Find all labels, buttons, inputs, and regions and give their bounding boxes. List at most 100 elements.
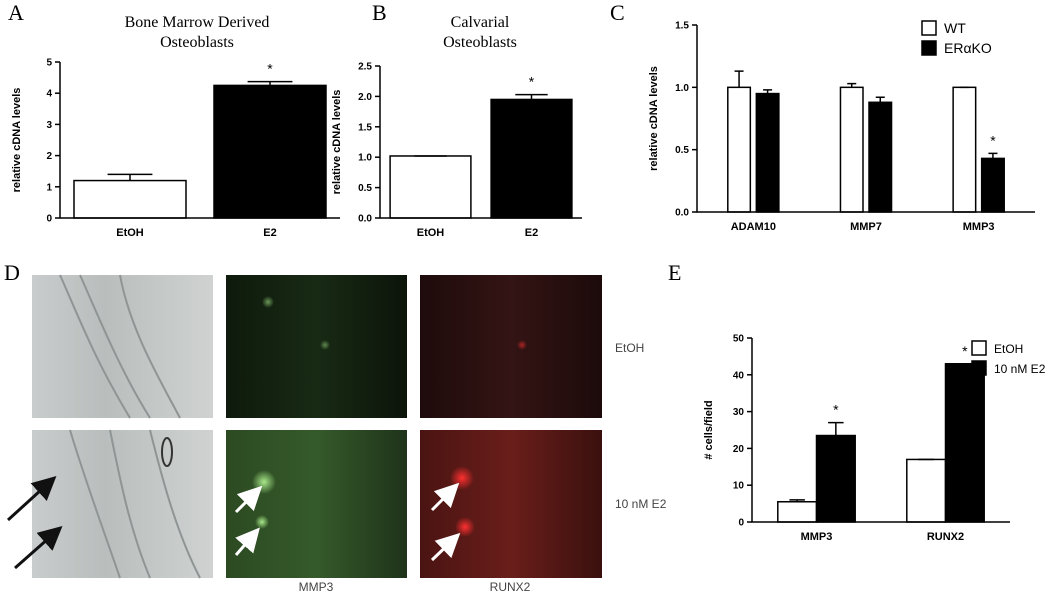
signal-spot: [262, 296, 274, 308]
y-tick-label: 10: [733, 481, 745, 492]
y-tick-label: 1.5: [675, 21, 689, 32]
x-tick-label: EtOH: [116, 227, 144, 239]
bar: [815, 434, 856, 523]
error-bar: [875, 96, 885, 103]
y-tick-label: 1.0: [675, 83, 689, 94]
error-bar: [988, 152, 998, 159]
bar: [389, 155, 472, 219]
x-tick-label: MMP3: [963, 221, 995, 233]
column-label: MMP3: [299, 580, 334, 594]
y-tick-label: 1.0: [358, 153, 372, 164]
axes: [59, 62, 340, 219]
bar: [727, 86, 752, 213]
bar: [944, 363, 985, 523]
arrow: [430, 532, 461, 562]
legend-swatch: [971, 340, 987, 356]
error-bar: [847, 82, 857, 88]
axes: [751, 338, 1010, 523]
signal-spot: [320, 340, 330, 350]
row-label: EtOH: [615, 341, 644, 355]
tissue-lines: [69, 429, 201, 579]
y-tick-label: 0.5: [675, 145, 689, 156]
mmp3-image: [226, 275, 407, 418]
panel-d: D EtOH 10 nM E2 MMP3 RUNX2: [4, 260, 667, 594]
panel-label: A: [8, 0, 24, 25]
y-tick-label: 1.5: [358, 122, 372, 133]
y-tick-label: 20: [733, 444, 745, 455]
y-tick-label: 50: [733, 334, 745, 345]
annotation: *: [990, 132, 996, 148]
annotation: *: [833, 402, 839, 418]
legend-swatch: [921, 20, 937, 36]
bar: [755, 92, 780, 213]
brightfield-image: [32, 275, 213, 418]
y-tick-label: 2.0: [358, 92, 372, 103]
runx2-image: [420, 430, 602, 578]
legend-label: 10 nM E2: [994, 362, 1046, 376]
arrow: [234, 485, 263, 514]
x-tick-label: MMP7: [850, 221, 882, 233]
chart-title: Osteoblasts: [443, 34, 517, 51]
y-tick-label: 0.5: [358, 183, 372, 194]
bar: [490, 98, 573, 219]
legend-label: EtOH: [994, 342, 1023, 356]
legend-swatch: [921, 40, 937, 56]
error-bar: [789, 499, 805, 502]
arrow: [6, 475, 57, 522]
y-tick-label: 0.0: [358, 214, 372, 225]
y-tick-label: 0: [46, 214, 52, 225]
bar: [906, 458, 947, 523]
bar: [73, 179, 187, 219]
bar: [980, 157, 1005, 213]
bar: [868, 101, 893, 213]
axes: [696, 25, 1035, 213]
y-tick-label: 2: [46, 151, 52, 162]
y-tick-label: 2.5: [358, 62, 372, 73]
y-tick-label: 0.0: [675, 208, 689, 219]
error-bar: [734, 70, 744, 88]
bar: [213, 84, 327, 219]
signal-spot: [255, 515, 269, 529]
chart-title: Bone Marrow Derived: [125, 14, 270, 31]
y-axis-label: relative cDNA levels: [331, 90, 343, 195]
legend-swatch: [971, 360, 987, 376]
panel-label: E: [668, 260, 681, 285]
x-tick-label: E2: [263, 227, 276, 239]
chart-title: Osteoblasts: [160, 34, 234, 51]
x-tick-label: RUNX2: [927, 531, 964, 543]
y-tick-label: 40: [733, 370, 745, 381]
annotation: *: [267, 61, 273, 77]
y-axis-label: # cells/field: [703, 400, 715, 459]
tissue-lines: [59, 274, 181, 419]
y-tick-label: 5: [46, 58, 52, 69]
panel-label: C: [610, 0, 625, 25]
y-tick-label: 30: [733, 407, 745, 418]
runx2-image: [420, 275, 602, 418]
y-tick-label: 3: [46, 120, 52, 131]
error-bar: [107, 173, 153, 181]
cell: [161, 437, 173, 467]
y-axis-label: relative cDNA levels: [648, 66, 660, 171]
arrow: [430, 482, 460, 512]
panel-label: B: [372, 0, 387, 25]
signal-spot: [455, 517, 475, 537]
brightfield-image: [32, 430, 213, 578]
error-bar: [515, 93, 548, 100]
x-tick-label: MMP3: [801, 531, 833, 543]
error-bar: [763, 89, 773, 94]
mmp3-image: [226, 430, 407, 578]
y-tick-label: 1: [46, 182, 52, 193]
bar: [839, 86, 864, 213]
annotation: *: [962, 343, 968, 359]
error-bar: [247, 80, 293, 86]
x-tick-label: E2: [525, 227, 538, 239]
panel-label: D: [4, 260, 20, 285]
y-tick-label: 4: [46, 89, 52, 100]
arrow: [234, 527, 260, 556]
axes: [379, 66, 582, 219]
x-tick-label: ADAM10: [731, 221, 776, 233]
chart-title: Calvarial: [451, 14, 510, 31]
annotation: *: [529, 74, 535, 90]
y-axis-label: relative cDNA levels: [11, 88, 23, 193]
